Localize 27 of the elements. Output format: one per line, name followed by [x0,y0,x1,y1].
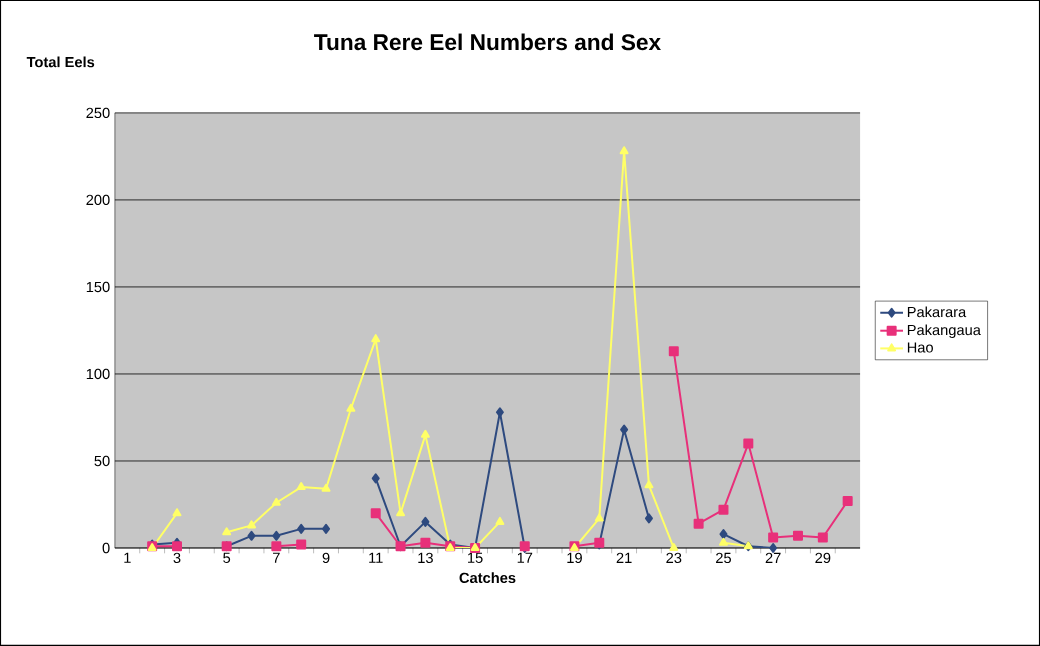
y-tick-label: 50 [94,455,110,467]
y-tick-label: 100 [86,368,110,380]
y-tick-label: 0 [102,542,110,554]
x-tick-label: 7 [273,552,280,563]
x-tick-label: 11 [369,552,383,563]
legend-label: Pakangaua [907,324,981,339]
x-tick-label: 13 [418,552,433,564]
x-tick-label: 5 [223,552,231,563]
legend-label: Pakarara [907,306,967,318]
x-tick-label: 17 [517,552,533,563]
x-tick-label: 25 [716,552,731,564]
y-tick-label: 250 [86,107,110,119]
x-tick-label: 19 [567,552,582,564]
x-tick-label: 27 [765,552,781,563]
legend-label: Hao [907,342,933,353]
x-tick-label: 23 [666,552,682,564]
x-tick-label: 15 [468,552,483,563]
x-axis-title: Catches [459,572,516,584]
y-axis-title: Total Eels [26,56,95,68]
x-tick-label: 29 [815,552,831,564]
y-tick-label: 200 [86,194,110,206]
x-tick-label: 9 [322,552,330,564]
x-tick-label: 1 [124,552,131,563]
x-tick-label: 21 [616,552,632,563]
chart-title: Tuna Rere Eel Numbers and Sex [314,33,661,51]
x-tick-label: 3 [173,552,181,564]
y-tick-label: 150 [86,281,110,293]
